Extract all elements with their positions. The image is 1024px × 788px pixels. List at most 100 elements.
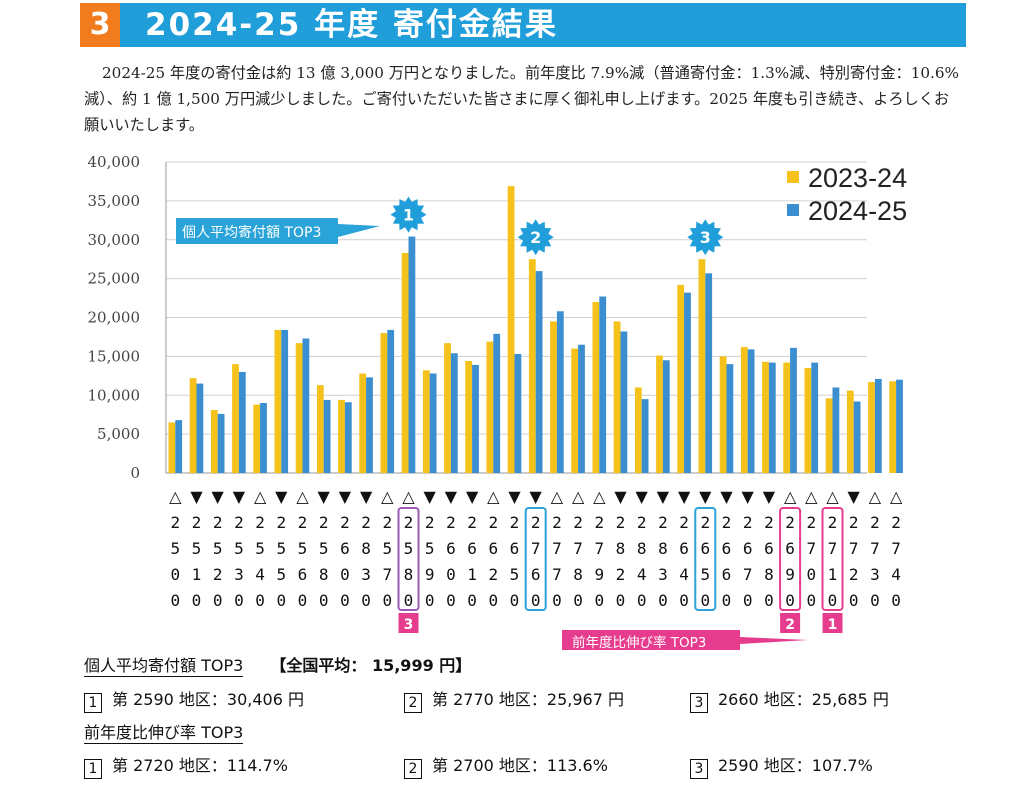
bar-2023-24	[422, 370, 430, 473]
rank-box: 3	[690, 759, 708, 779]
bar-2023-24	[677, 284, 685, 473]
trend-marker: ▼	[848, 487, 861, 506]
trend-marker: △	[572, 487, 585, 506]
bar-2023-24	[359, 373, 367, 473]
bar-2023-24	[232, 364, 239, 473]
bar-2024-25	[493, 333, 501, 473]
trend-marker: △	[254, 487, 267, 506]
rank-tag: 1	[828, 617, 838, 633]
bar-2024-25	[578, 344, 585, 473]
legend-swatch	[787, 204, 799, 216]
bar-2023-24	[804, 368, 812, 473]
bar-2023-24	[825, 398, 833, 473]
trend-marker: ▼	[339, 487, 352, 506]
trend-marker: ▼	[742, 487, 755, 506]
bar-2024-25	[429, 373, 437, 473]
trend-marker: ▼	[614, 487, 627, 506]
trend-marker: △	[890, 487, 903, 506]
badge-label: 1	[403, 206, 414, 225]
donation-bar-chart: 0 5,000 10,000 15,000 20,000 25,000 30,000 35,0…	[88, 153, 907, 650]
bar-2023-24	[571, 348, 579, 473]
badge-starburst	[687, 219, 724, 256]
x-axis: △ 2 5 0 0 ▼ 2 5 1 0 ▼ 2 5 2 0 ▼ 2 5 3 0 △ 2 5 4 0 ▼ 2 5 5 0 △ 2 5 6 0 ▼ 2 5 8 0…	[169, 487, 903, 610]
bar-2024-25	[323, 399, 331, 473]
bar-2024-25	[790, 347, 797, 473]
bar-2024-25	[472, 364, 479, 473]
bar-2023-24	[698, 259, 706, 473]
trend-marker: ▼	[190, 487, 203, 506]
trend-marker: ▼	[466, 487, 479, 506]
bar-2024-25	[620, 331, 628, 473]
trend-marker: △	[381, 487, 394, 506]
trend-marker: △	[869, 487, 882, 506]
rank-box: 2	[404, 759, 422, 779]
bar-2024-25	[408, 236, 416, 473]
trend-marker: ▼	[424, 487, 437, 506]
bar-2023-24	[740, 347, 748, 473]
bar-2023-24	[168, 422, 176, 473]
y-tick-label: 5,000	[97, 425, 140, 443]
bar-2023-24	[295, 343, 303, 473]
section-number: 3	[80, 3, 120, 47]
y-tick-label: 35,000	[88, 192, 141, 210]
bar-2023-24	[338, 399, 345, 473]
y-tick-label: 0	[130, 464, 140, 482]
legend-swatch	[787, 171, 799, 183]
top3-badges: 1 2 3	[390, 196, 724, 256]
avg-top3-item: 2 第 2770 地区：25,967 円	[404, 686, 624, 713]
bar-2024-25	[896, 379, 903, 473]
bar-2023-24	[656, 355, 663, 473]
y-tick-label: 40,000	[88, 153, 141, 171]
trend-marker: ▼	[445, 487, 458, 506]
highlight-box	[821, 507, 844, 611]
badge-starburst	[517, 219, 554, 256]
bar-2024-25	[768, 362, 776, 473]
callout-avg-label: 個人平均寄付額 TOP3	[182, 224, 321, 241]
bar-2024-25	[281, 329, 289, 473]
rank-box: 1	[84, 759, 102, 779]
bar-2024-25	[662, 360, 670, 473]
bar-2024-25	[260, 403, 267, 473]
rank-box: 1	[84, 693, 102, 713]
rank-box: 3	[690, 693, 708, 713]
bar-2024-25	[811, 362, 819, 473]
growth-top3-title: 前年度比伸び率 TOP3	[84, 723, 244, 744]
trend-marker: △	[805, 487, 818, 506]
bar-2023-24	[253, 404, 261, 473]
bar-2023-24	[507, 186, 515, 473]
badge-label: 3	[700, 228, 711, 247]
bar-2024-25	[514, 354, 522, 473]
avg-top3-item: 1 第 2590 地区：30,406 円	[84, 686, 304, 713]
growth-item-text: 第 2700 地区：113.6%	[432, 756, 608, 775]
trend-marker: ▼	[657, 487, 670, 506]
highlight-boxes: 3 2 1	[397, 507, 844, 633]
bar-2024-25	[641, 399, 649, 473]
bar-2023-24	[316, 385, 324, 473]
section-header: 3 2024-25 年度 寄付金結果	[80, 3, 966, 47]
trend-marker: △	[402, 487, 415, 506]
trend-marker: ▼	[360, 487, 373, 506]
avg-top3-heading-row: 個人平均寄付額 TOP3 【全国平均： 15,999 円】	[84, 652, 471, 677]
intro-paragraph: 2024-25 年度の寄付金は約 13 億 3,000 万円となりました。前年度…	[84, 64, 959, 134]
bar-2023-24	[444, 343, 451, 473]
bar-2023-24	[528, 259, 536, 473]
avg-top3-title: 個人平均寄付額 TOP3	[84, 656, 244, 677]
rank-tag-bg	[398, 613, 419, 633]
